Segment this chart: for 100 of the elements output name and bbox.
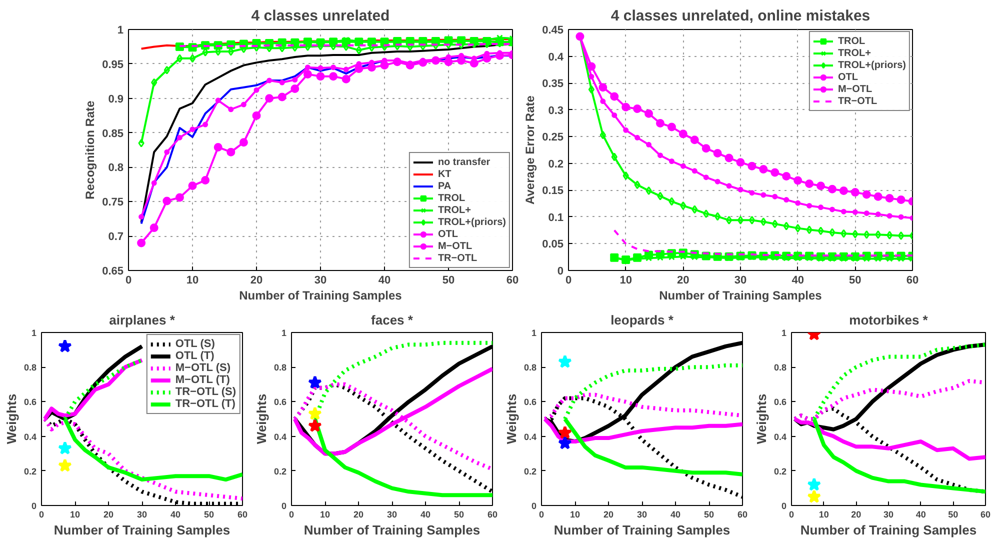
legend-label: TROL+ xyxy=(838,47,871,59)
y-axis-title: Weights xyxy=(4,394,19,444)
x-tick-label: 30 xyxy=(636,510,648,520)
x-tick-label: 40 xyxy=(792,274,804,286)
y-tick-label: 0.6 xyxy=(24,397,37,408)
y-tick-label: 0.4 xyxy=(524,432,537,442)
x-axis-title: Number of Training Samples xyxy=(554,522,730,538)
x-tick-label: 60 xyxy=(506,274,519,286)
y-tick-label: 1 xyxy=(117,24,124,36)
x-tick-label: 20 xyxy=(353,510,364,520)
y-axis-title: Weights xyxy=(754,394,769,444)
legend-label: TROL+(priors) xyxy=(438,216,506,228)
x-tick-label: 30 xyxy=(734,274,747,286)
x-tick-label: 30 xyxy=(386,510,398,520)
y-tick-label: 0 xyxy=(781,501,787,511)
y-tick-label: 0.7 xyxy=(108,231,124,244)
y-tick-label: 1 xyxy=(31,328,37,338)
x-axis-title: Number of Training Samples xyxy=(54,522,230,538)
y-tick-label: 0.2 xyxy=(24,466,37,476)
x-tick-label: 20 xyxy=(851,510,862,520)
x-tick-label: 0 xyxy=(288,510,294,520)
y-tick-label: 0.8 xyxy=(274,362,287,373)
x-axis-title: Number of Training Samples xyxy=(239,288,402,302)
chart-title: leopards * xyxy=(610,312,674,328)
x-axis-title: Number of Training Samples xyxy=(659,288,822,302)
x-tick-label: 10 xyxy=(186,274,199,286)
x-tick-label: 20 xyxy=(677,274,690,286)
chart-title: 4 classes unrelated xyxy=(251,8,390,24)
legend-label: OTL (T) xyxy=(175,350,214,362)
y-tick-label: 0.3 xyxy=(548,104,564,117)
y-tick-label: 0.4 xyxy=(24,432,37,442)
legend-label: M−OTL (T) xyxy=(175,374,230,386)
y-tick-label: 0.95 xyxy=(102,58,124,71)
x-tick-label: 50 xyxy=(454,510,464,520)
y-tick-label: 0.4 xyxy=(774,432,787,442)
y-tick-label: 0.6 xyxy=(524,397,537,408)
y-tick-label: 0.75 xyxy=(102,196,124,209)
y-tick-label: 0.4 xyxy=(548,51,564,64)
y-tick-label: 0.15 xyxy=(542,185,564,198)
chart-title: motorbikes * xyxy=(849,312,929,328)
y-tick-label: 0 xyxy=(531,501,537,511)
x-tick-label: 40 xyxy=(670,510,681,520)
y-tick-label: 0.35 xyxy=(542,78,564,90)
chart-title: faces * xyxy=(371,312,414,328)
x-tick-label: 60 xyxy=(737,510,748,520)
legend-label: TROL xyxy=(438,192,466,204)
x-tick-label: 10 xyxy=(320,510,330,520)
x-tick-label: 50 xyxy=(204,510,214,520)
x-tick-label: 50 xyxy=(704,510,714,520)
x-tick-label: 50 xyxy=(849,274,862,286)
x-tick-label: 20 xyxy=(103,510,114,520)
y-tick-label: 0.8 xyxy=(524,362,537,373)
y-tick-label: 0 xyxy=(281,501,287,511)
x-tick-label: 20 xyxy=(603,510,614,520)
legend-label: OTL xyxy=(438,228,458,240)
x-axis-title: Number of Training Samples xyxy=(304,522,480,538)
legend-label: PA xyxy=(438,180,452,192)
y-tick-label: 0.6 xyxy=(274,397,287,408)
legend-label: TR−OTL xyxy=(438,252,478,264)
x-tick-label: 30 xyxy=(883,510,894,520)
legend-label: M−OTL xyxy=(438,240,472,252)
legend-label: M−OTL (S) xyxy=(175,362,230,374)
y-axis-title: Weights xyxy=(504,394,519,444)
y-tick-label: 0 xyxy=(557,266,564,278)
legend-label: no transfer xyxy=(438,156,490,168)
legend-label: TR−OTL (T) xyxy=(175,398,236,410)
x-tick-label: 20 xyxy=(250,274,263,286)
x-tick-label: 50 xyxy=(948,510,958,520)
y-tick-label: 0.8 xyxy=(24,362,37,373)
legend-label: OTL xyxy=(838,71,858,83)
x-tick-label: 0 xyxy=(565,274,572,286)
x-tick-label: 30 xyxy=(314,274,327,286)
y-tick-label: 0.65 xyxy=(102,266,124,278)
y-tick-label: 0.25 xyxy=(542,132,564,144)
y-tick-label: 1 xyxy=(781,328,787,338)
x-axis-title: Number of Training Samples xyxy=(800,522,977,538)
x-tick-label: 0 xyxy=(38,510,44,520)
legend-label: M−OTL xyxy=(838,83,872,95)
legend-label: TR−OTL (S) xyxy=(175,386,236,398)
y-tick-label: 1 xyxy=(531,328,537,338)
legend-label: KT xyxy=(438,168,452,180)
legend-label: TROL+(priors) xyxy=(838,59,906,71)
y-tick-label: 0.2 xyxy=(774,466,787,476)
y-tick-label: 0.6 xyxy=(774,397,787,408)
legend-label: TROL+ xyxy=(438,204,471,216)
chart-title: 4 classes unrelated, online mistakes xyxy=(610,8,870,24)
x-tick-label: 30 xyxy=(136,510,148,520)
x-tick-label: 10 xyxy=(570,510,580,520)
x-tick-label: 60 xyxy=(980,510,991,520)
y-tick-label: 0.2 xyxy=(524,466,537,476)
legend-label: OTL (S) xyxy=(175,338,215,350)
y-tick-label: 0.2 xyxy=(274,466,287,476)
x-tick-label: 0 xyxy=(125,274,132,286)
x-tick-label: 10 xyxy=(620,274,632,286)
y-tick-label: 0.05 xyxy=(542,238,564,251)
y-tick-label: 0.8 xyxy=(108,162,124,174)
y-axis-title: Weights xyxy=(254,394,269,444)
y-axis-title: Recognition Rate xyxy=(83,100,98,200)
x-tick-label: 40 xyxy=(916,510,926,520)
legend-label: TR−OTL xyxy=(838,95,878,107)
